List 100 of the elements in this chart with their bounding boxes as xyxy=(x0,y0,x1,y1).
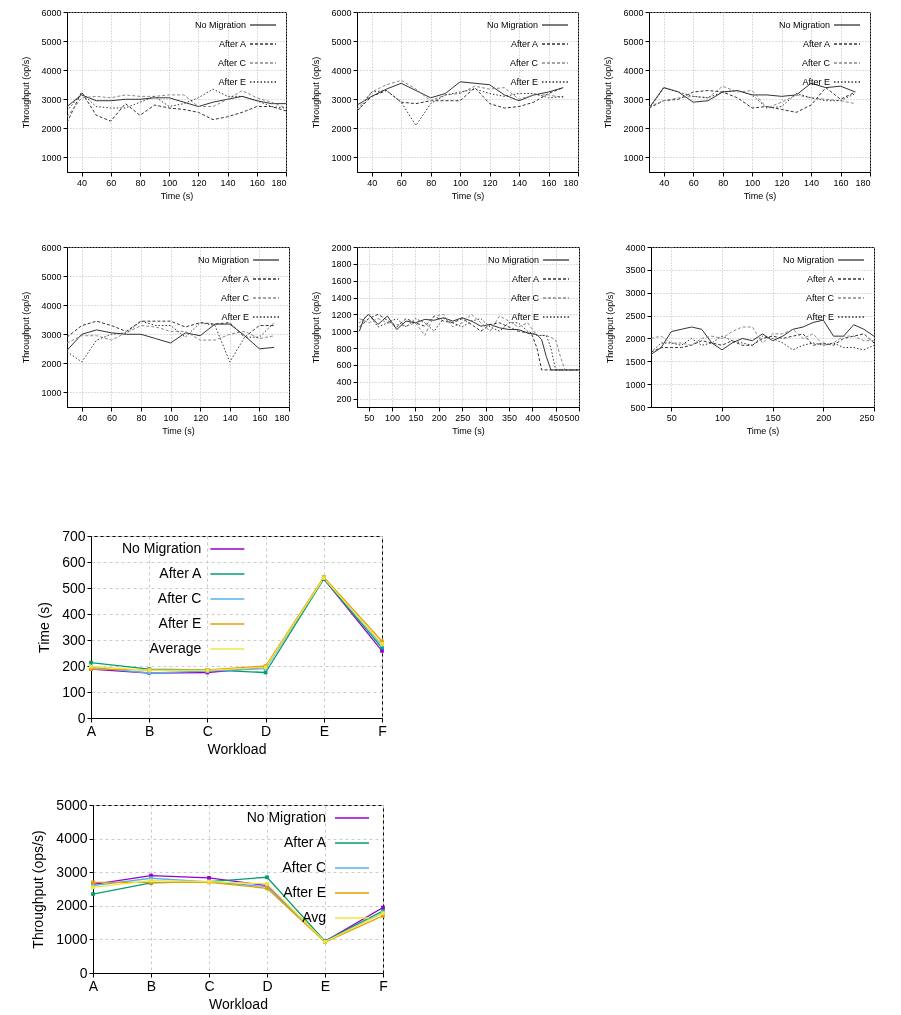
legend-label: After C xyxy=(510,293,540,303)
x-tick-label: 160 xyxy=(252,412,268,423)
x-tick-label: 160 xyxy=(541,177,557,188)
x-tick-label: 450 xyxy=(548,412,564,423)
legend-label: No Migration xyxy=(121,540,202,556)
legend-label: After C xyxy=(801,58,831,68)
x-tick-label: 100 xyxy=(162,177,178,188)
y-tick-label: 5000 xyxy=(41,36,62,47)
legend-label: After C xyxy=(509,58,539,68)
y-tick-label: 0 xyxy=(79,964,88,981)
y-tick-label: 2000 xyxy=(625,333,646,344)
y-tick-label: 800 xyxy=(336,343,352,354)
x-tick-label: 180 xyxy=(563,177,579,188)
y-tick-label: 300 xyxy=(62,631,86,648)
x-tick-label: A xyxy=(86,722,97,739)
legend-label: After A xyxy=(806,274,834,284)
x-tick-label: F xyxy=(379,977,388,994)
y-tick-label: 6000 xyxy=(41,7,62,18)
x-tick-label: D xyxy=(262,977,273,994)
legend-label: Avg xyxy=(302,909,326,925)
y-axis-title: Throughput (op/s) xyxy=(605,291,616,364)
x-tick-label: 60 xyxy=(106,412,117,423)
y-tick-label: 1000 xyxy=(56,930,88,947)
y-axis-title: Throughput (op/s) xyxy=(21,56,32,129)
x-tick-label: 300 xyxy=(478,412,494,423)
y-tick-label: 1000 xyxy=(331,152,352,163)
y-tick-label: 3000 xyxy=(331,94,352,105)
y-tick-label: 2500 xyxy=(625,311,646,322)
x-tick-label: 200 xyxy=(431,412,447,423)
x-tick-label: 120 xyxy=(482,177,498,188)
x-tick-label: 140 xyxy=(804,177,820,188)
legend-label: After E xyxy=(806,312,834,322)
y-tick-label: 5000 xyxy=(623,36,644,47)
x-tick-label: 40 xyxy=(367,177,378,188)
y-tick-label: 1800 xyxy=(331,259,352,270)
x-tick-label: 150 xyxy=(765,412,781,423)
y-axis-title: Throughput (op/s) xyxy=(21,291,32,364)
legend-label: After C xyxy=(157,590,202,606)
x-tick-label: 80 xyxy=(136,412,147,423)
x-tick-label: 400 xyxy=(525,412,541,423)
x-tick-label: 100 xyxy=(714,412,730,423)
legend-label: No Migration xyxy=(487,255,539,265)
x-tick-label: C xyxy=(202,722,213,739)
x-axis-title: Time (s) xyxy=(451,190,485,201)
y-tick-label: 3000 xyxy=(623,94,644,105)
x-tick-label: 80 xyxy=(135,177,146,188)
y-tick-label: 3500 xyxy=(625,265,646,276)
x-tick-label: 80 xyxy=(426,177,437,188)
x-axis-title: Time (s) xyxy=(452,425,485,436)
x-tick-label: 500 xyxy=(564,412,580,423)
y-axis-title: Throughput (op/s) xyxy=(311,291,322,364)
y-tick-label: 1000 xyxy=(41,387,62,398)
y-tick-label: 600 xyxy=(62,553,86,570)
x-tick-label: 140 xyxy=(512,177,528,188)
x-tick-label: E xyxy=(320,977,331,994)
y-tick-label: 1000 xyxy=(41,152,62,163)
y-tick-label: 400 xyxy=(62,605,86,622)
x-tick-label: 50 xyxy=(364,412,375,423)
y-tick-label: 600 xyxy=(336,360,352,371)
y-tick-label: 3000 xyxy=(56,863,88,880)
legend-label: After E xyxy=(511,312,539,322)
y-tick-label: 5000 xyxy=(56,796,88,813)
x-tick-label: 60 xyxy=(106,177,117,188)
y-tick-label: 1200 xyxy=(331,309,352,320)
y-tick-label: 1000 xyxy=(623,152,644,163)
y-tick-label: 4000 xyxy=(625,242,646,253)
y-tick-label: 200 xyxy=(336,394,352,405)
y-tick-label: 1400 xyxy=(331,293,352,304)
y-axis-title: Throughput (ops/s) xyxy=(30,830,47,949)
x-tick-label: 100 xyxy=(745,177,761,188)
x-tick-label: B xyxy=(145,722,155,739)
x-tick-label: 40 xyxy=(659,177,670,188)
legend-label: No Migration xyxy=(778,20,830,30)
x-tick-label: 140 xyxy=(222,412,238,423)
y-tick-label: 1600 xyxy=(331,276,352,287)
x-tick-label: 40 xyxy=(77,177,88,188)
y-tick-label: 6000 xyxy=(331,7,352,18)
y-tick-label: 400 xyxy=(336,377,352,388)
legend-label: After A xyxy=(218,39,246,49)
x-tick-label: 80 xyxy=(718,177,729,188)
x-axis-title: Time (s) xyxy=(743,190,777,201)
x-tick-label: F xyxy=(378,722,387,739)
x-tick-label: 120 xyxy=(774,177,790,188)
y-tick-label: 3000 xyxy=(625,288,646,299)
x-tick-label: 180 xyxy=(271,177,287,188)
legend-label: After A xyxy=(283,834,327,850)
x-tick-label: 350 xyxy=(501,412,517,423)
x-tick-label: 50 xyxy=(666,412,677,423)
legend-label: After E xyxy=(221,312,249,322)
y-tick-label: 2000 xyxy=(41,123,62,134)
x-tick-label: 100 xyxy=(385,412,401,423)
y-tick-label: 2000 xyxy=(331,123,352,134)
legend-label: No Migration xyxy=(197,255,249,265)
y-tick-label: 0 xyxy=(77,709,86,726)
x-tick-label: 120 xyxy=(193,412,209,423)
y-tick-label: 5000 xyxy=(41,271,62,282)
x-tick-label: 120 xyxy=(191,177,207,188)
y-tick-label: 3000 xyxy=(41,329,62,340)
y-tick-label: 1000 xyxy=(331,326,352,337)
x-tick-label: 160 xyxy=(833,177,849,188)
